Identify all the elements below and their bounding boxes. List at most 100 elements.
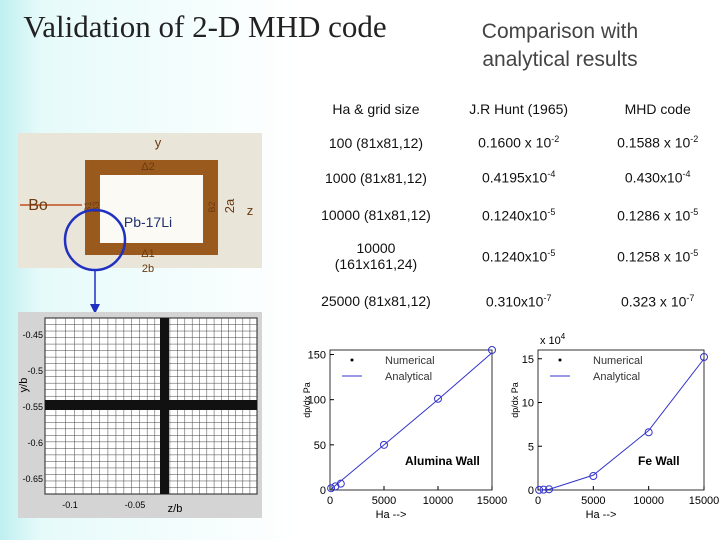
cell-text: 0.1258 x 10	[617, 248, 691, 265]
multiplier-base: x 10	[540, 335, 561, 347]
cell-text: 0.1588 x 10	[617, 134, 691, 151]
mesh-xtick: -0.1	[62, 500, 78, 510]
table-cell: 25000 (81x81,12)	[310, 277, 442, 325]
exponent: -4	[547, 169, 556, 180]
annotation: Alumina Wall	[405, 454, 480, 468]
table-row: 1000 (81x81,12) 0.4195x10-4 0.430x10-4	[310, 160, 720, 195]
mesh-band	[160, 318, 169, 494]
title: Validation of 2-D MHD code	[23, 9, 387, 44]
legend-marker	[350, 358, 354, 362]
analytical-line	[330, 352, 493, 490]
exponent: -2	[551, 134, 560, 145]
table-cell: 0.1286 x 10-5	[595, 195, 720, 235]
diagram-label: B1	[83, 201, 93, 212]
mesh-ytick: -0.5	[27, 366, 43, 376]
mesh-ytick: -0.65	[22, 474, 43, 484]
mesh-ytick: -0.55	[22, 402, 43, 412]
inner-duct	[100, 175, 203, 243]
cell-text: 0.4195x10	[481, 169, 548, 186]
table-cell: 0.310x10-7	[441, 277, 596, 325]
diagram-label: 2b	[142, 263, 154, 275]
data-point	[327, 484, 336, 493]
mesh-ytick: -0.45	[22, 330, 43, 340]
exponent: -2	[690, 134, 699, 145]
diagram-label: Pb-17Li	[124, 214, 172, 230]
y-axis-label: dp/dx Pa	[510, 382, 520, 418]
y-tick-label: 0	[528, 485, 534, 497]
cell-text: 0.323 x 10	[621, 293, 687, 310]
y-tick-label: 5	[528, 441, 534, 453]
data-point	[380, 440, 388, 449]
legend-label: Numerical	[385, 355, 435, 367]
x-tick-label: 15000	[477, 495, 508, 507]
table-cell: 1000 (81x81,12)	[310, 160, 442, 195]
cell-text: 1000 (81x81,12)	[324, 169, 427, 186]
y-tick-label: 0	[320, 485, 326, 497]
cell-text: 0.1286 x 10	[617, 207, 691, 224]
exponent: -5	[547, 247, 556, 258]
exponent: -5	[690, 206, 699, 217]
exponent: -4	[682, 169, 691, 180]
x-tick-label: 0	[327, 495, 333, 507]
header-cell: J.R Hunt (1965)	[441, 92, 596, 125]
table-cell: 0.323 x 10-7	[595, 277, 720, 325]
data-point	[700, 353, 708, 361]
diagram-label: B3	[91, 201, 101, 212]
annotation: Fe Wall	[638, 454, 680, 468]
header-row: Ha & grid size J.R Hunt (1965) MHD code	[310, 92, 720, 125]
y-tick-label: 15	[522, 354, 534, 366]
mesh-band	[45, 400, 257, 410]
y-tick-label: 150	[308, 350, 326, 362]
cell-text: 0.1240x10	[481, 248, 548, 265]
subtitle: Comparison with analytical results	[481, 20, 639, 71]
plot-frame	[329, 349, 493, 491]
x-axis-label: Ha -->	[586, 509, 617, 521]
table-cell: 0.1258 x 10-5	[595, 235, 720, 277]
table-cell: 100 (81x81,12)	[310, 125, 442, 160]
x-tick-label: 5000	[581, 495, 605, 507]
diagram-label: Δ2	[141, 161, 154, 173]
cell-text: 10000 (81x81,12)	[321, 207, 431, 223]
table-cell: 0.430x10-4	[595, 160, 720, 195]
exponent: -5	[547, 206, 556, 217]
x-tick-label: 10000	[423, 495, 454, 507]
x-axis-label: Ha -->	[376, 509, 407, 521]
table-cell: 10000 (81x81,12)	[310, 195, 442, 235]
data-point	[434, 394, 442, 403]
y-tick-label: 100	[308, 395, 326, 407]
legend-label: Numerical	[593, 355, 643, 367]
diagram-label: B2	[207, 201, 217, 212]
results-table: Ha & grid size J.R Hunt (1965) MHD code 100…	[310, 92, 720, 325]
legend-marker	[558, 358, 562, 362]
x-tick-label: 0	[535, 495, 541, 507]
mesh-ytick: -0.6	[27, 438, 43, 448]
mesh-xtick: -0.05	[125, 500, 146, 510]
table-cell: 10000 (161x161,24)	[310, 235, 442, 277]
table-cell: 0.1240x10-5	[441, 235, 596, 277]
x-tick-label: 10000	[633, 495, 664, 507]
table-cell: 0.1600 x 10-2	[441, 125, 596, 160]
table-row: 25000 (81x81,12) 0.310x10-7 0.323 x 10-7	[310, 277, 720, 325]
diagram-label: Δ1	[141, 248, 154, 260]
x-tick-label: 15000	[689, 495, 720, 507]
diagram-label: z	[247, 203, 254, 218]
table-cell: 0.4195x10-4	[441, 160, 596, 195]
cell-text: 0.1600 x 10	[478, 134, 552, 151]
multiplier: x 104	[540, 332, 566, 347]
cell-text: 10000 (161x161,24)	[334, 240, 418, 272]
header-cell: Ha & grid size	[310, 92, 442, 125]
diagram-label: Bo	[28, 197, 48, 214]
x-tick-label: 5000	[372, 495, 396, 507]
table-cell: 0.1240x10-5	[441, 195, 596, 235]
table-cell: 0.1588 x 10-2	[595, 125, 720, 160]
y-tick-label: 50	[314, 440, 326, 452]
cell-text: 100 (81x81,12)	[328, 134, 424, 151]
table-row: 10000 (161x161,24) 0.1240x10-5 0.1258 x 10…	[310, 235, 720, 277]
y-tick-label: 10	[522, 398, 534, 410]
cell-text: 0.1240x10	[481, 207, 548, 224]
cell-text: 25000 (81x81,12)	[321, 293, 431, 309]
mesh-ylabel: y/b	[18, 378, 30, 393]
legend-label: Analytical	[593, 371, 640, 383]
pointer-head	[90, 304, 100, 314]
